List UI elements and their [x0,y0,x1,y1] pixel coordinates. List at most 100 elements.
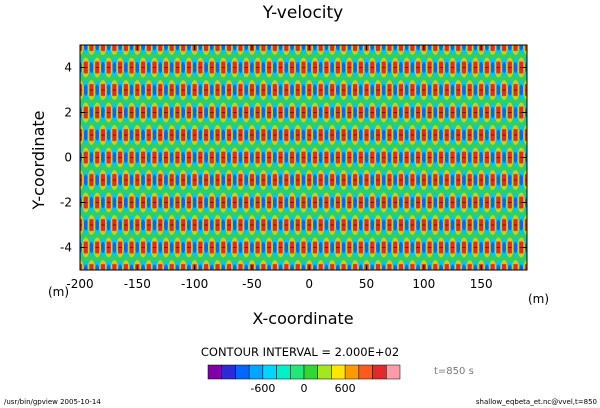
trough-core [456,151,461,164]
field-cell [356,57,371,78]
field-cell [471,147,485,168]
field-cell [328,125,342,145]
trough-core [335,84,340,96]
field-cell [529,148,542,168]
field-cell [288,192,302,213]
ridge-core [439,287,443,299]
field-cell [202,125,216,145]
trough-outer [71,126,78,145]
ridge-core [158,45,163,51]
trough-core [490,196,495,209]
trough-core [267,264,272,270]
trough-core [318,151,323,164]
trough-core [484,264,489,270]
time-label: t=850 s [434,366,474,377]
field-cell [219,192,233,213]
field-cell [179,45,193,55]
field-cell [379,192,394,213]
trough-core [456,287,460,298]
trough-core [261,196,266,209]
trough-core [364,241,369,254]
trough-core [467,241,472,254]
field-cell [173,102,187,123]
colorbar-swatch [303,364,318,380]
field-cell [419,215,434,235]
trough-core [129,174,134,186]
ridge-mid [530,14,536,30]
trough-core [175,129,180,141]
ridge-outer [380,283,388,303]
trough-core [95,174,100,186]
ridge-mid [71,104,77,120]
ridge-core [152,287,156,299]
trough-core [450,129,455,141]
field-cell [81,102,96,123]
trough-core [531,174,535,185]
field-cell [316,45,331,55]
chart-title: Y-velocity [262,3,343,23]
field-cell [494,283,507,303]
field-cell [408,215,422,235]
field-cell [425,237,439,258]
field-cell [299,102,313,123]
ridge-mid [66,127,72,143]
ridge-outer [219,13,227,33]
ridge-core [450,287,454,299]
field-cell [282,260,296,270]
trough-core [450,174,455,186]
trough-core [272,196,277,209]
field-cell [265,147,279,168]
trough-core [106,84,111,96]
ridge-core [359,17,363,29]
ridge-core [181,45,186,51]
field-cell [93,13,106,33]
field-cell [144,45,159,55]
trough-core [163,264,169,270]
trough-outer [541,36,548,55]
field-cell [328,45,342,55]
field-cell [535,35,548,55]
field-cell [87,215,101,235]
field-cell [248,125,262,145]
trough-core [381,264,386,270]
ridge-core [146,45,151,51]
trough-core [370,45,375,51]
colorbar-swatch [235,364,250,380]
field-cell [374,125,388,145]
ridge-core [318,45,323,51]
field-cell [305,170,319,190]
trough-core [204,196,209,209]
trough-core [387,106,392,119]
field-cell [105,13,118,33]
ridge-outer [437,283,445,303]
field-cell [333,57,348,78]
trough-core [513,196,518,209]
field-cell [156,45,170,55]
ridge-mid [197,14,203,30]
trough-core [129,129,134,141]
ridge-mid [220,284,226,300]
ridge-core [141,17,145,29]
field-cell [391,13,404,33]
field-cell [517,102,527,123]
field-cell [529,238,542,258]
trough-core [163,219,169,231]
trough-core [118,84,123,96]
field-cell [460,237,474,258]
ridge-mid [404,284,410,300]
ridge-core [256,17,260,29]
trough-core [72,129,76,140]
field-cell [345,283,358,303]
trough-core [330,196,335,209]
trough-core [468,17,472,28]
field-cell [162,192,176,213]
ridge-outer [449,283,457,303]
trough-core [209,174,214,186]
ridge-outer [208,283,216,303]
ridge-outer [535,80,543,100]
field-cell [225,45,239,55]
field-cell [500,80,514,100]
field-cell [402,57,417,78]
trough-core [398,196,403,209]
trough-core [347,129,352,141]
